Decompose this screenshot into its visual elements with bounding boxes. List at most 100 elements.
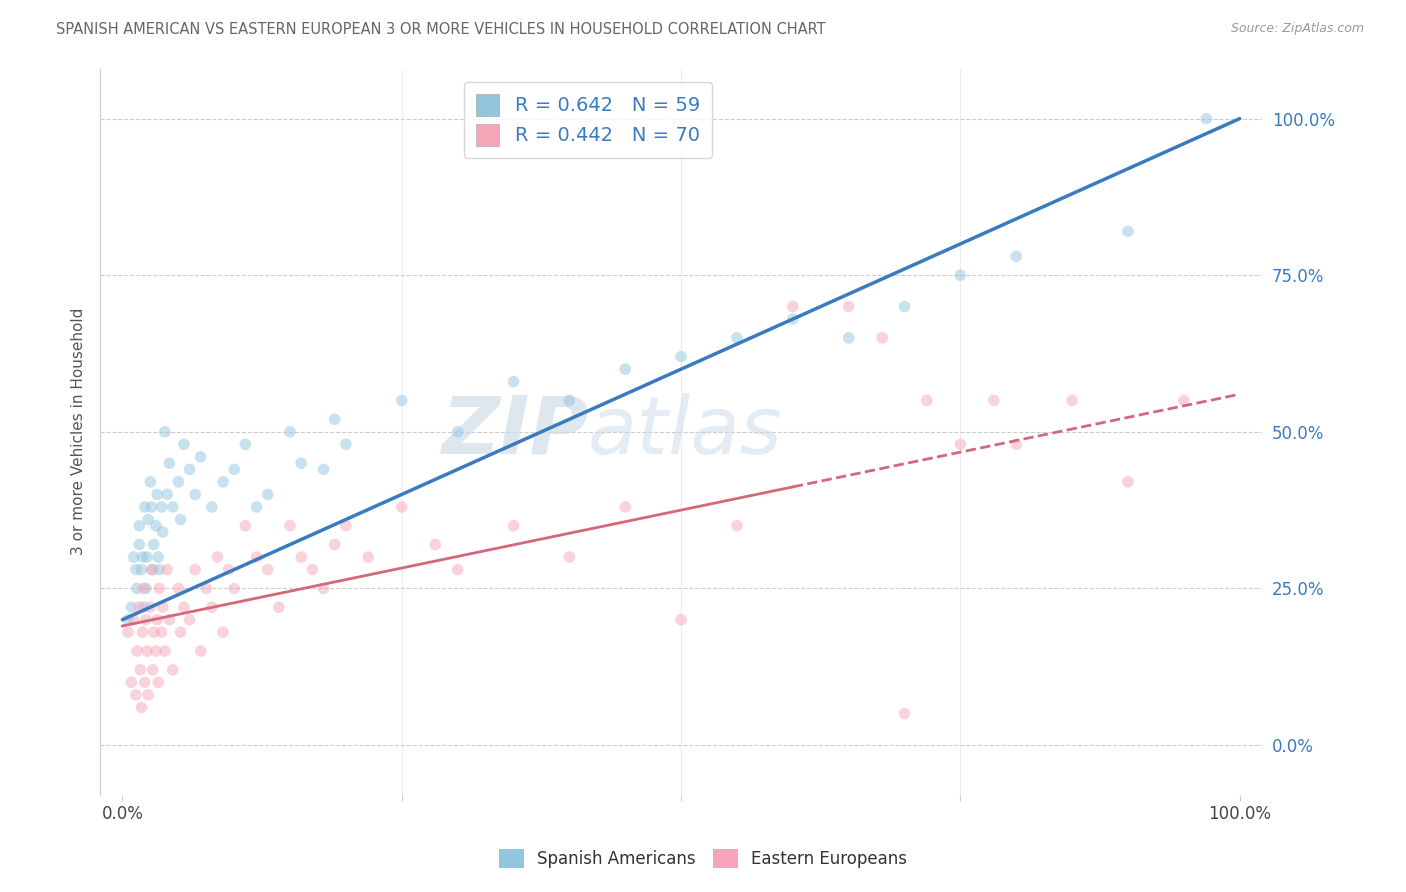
Point: [614, 500, 637, 514]
Point: [218, 563, 240, 577]
Point: [128, 537, 150, 551]
Legend: Spanish Americans, Eastern Europeans: Spanish Americans, Eastern Europeans: [492, 842, 914, 875]
Point: [117, 625, 139, 640]
Point: [949, 268, 972, 283]
Point: [167, 475, 190, 489]
Point: [125, 582, 148, 596]
Point: [167, 582, 190, 596]
Point: [838, 300, 860, 314]
Point: [128, 518, 150, 533]
Point: [235, 518, 257, 533]
Point: [256, 563, 278, 577]
Point: [1062, 393, 1084, 408]
Point: [146, 487, 169, 501]
Point: [128, 600, 150, 615]
Point: [446, 563, 468, 577]
Point: [915, 393, 938, 408]
Point: [125, 688, 148, 702]
Point: [122, 550, 145, 565]
Point: [290, 456, 312, 470]
Point: [224, 582, 246, 596]
Point: [157, 613, 180, 627]
Point: [139, 600, 162, 615]
Point: [136, 550, 159, 565]
Point: [173, 437, 195, 451]
Point: [725, 518, 748, 533]
Point: [131, 700, 153, 714]
Point: [502, 518, 524, 533]
Point: [558, 550, 581, 565]
Point: [212, 625, 235, 640]
Point: [391, 500, 413, 514]
Point: [782, 300, 804, 314]
Text: atlas: atlas: [588, 392, 783, 471]
Point: [669, 613, 692, 627]
Point: [267, 600, 290, 615]
Point: [301, 563, 323, 577]
Point: [131, 625, 153, 640]
Point: [245, 550, 267, 565]
Point: [148, 582, 170, 596]
Point: [120, 675, 142, 690]
Point: [131, 550, 153, 565]
Point: [357, 550, 380, 565]
Point: [169, 625, 191, 640]
Text: ZIP: ZIP: [440, 392, 588, 471]
Point: [190, 644, 212, 658]
Point: [1195, 112, 1218, 126]
Point: [153, 644, 176, 658]
Point: [141, 500, 163, 514]
Point: [184, 563, 207, 577]
Point: [142, 663, 165, 677]
Point: [148, 550, 170, 565]
Point: [135, 613, 157, 627]
Point: [129, 663, 152, 677]
Point: [136, 512, 159, 526]
Point: [125, 644, 148, 658]
Point: [1005, 249, 1028, 263]
Point: [179, 613, 201, 627]
Point: [184, 487, 207, 501]
Point: [312, 582, 335, 596]
Legend: R = 0.642   N = 59, R = 0.442   N = 70: R = 0.642 N = 59, R = 0.442 N = 70: [464, 82, 711, 158]
Point: [245, 500, 267, 514]
Point: [323, 537, 346, 551]
Point: [134, 675, 156, 690]
Point: [162, 663, 184, 677]
Point: [146, 613, 169, 627]
Point: [150, 500, 173, 514]
Text: SPANISH AMERICAN VS EASTERN EUROPEAN 3 OR MORE VEHICLES IN HOUSEHOLD CORRELATION: SPANISH AMERICAN VS EASTERN EUROPEAN 3 O…: [56, 22, 825, 37]
Point: [207, 550, 229, 565]
Point: [335, 518, 357, 533]
Point: [152, 524, 174, 539]
Point: [156, 563, 179, 577]
Point: [290, 550, 312, 565]
Point: [148, 675, 170, 690]
Point: [1173, 393, 1195, 408]
Point: [136, 644, 159, 658]
Text: Source: ZipAtlas.com: Source: ZipAtlas.com: [1230, 22, 1364, 36]
Point: [870, 331, 893, 345]
Point: [983, 393, 1005, 408]
Point: [131, 563, 153, 577]
Point: [136, 688, 159, 702]
Point: [201, 600, 224, 615]
Point: [224, 462, 246, 476]
Point: [132, 582, 155, 596]
Point: [142, 537, 165, 551]
Point: [201, 500, 224, 514]
Point: [120, 600, 142, 615]
Point: [949, 437, 972, 451]
Point: [212, 475, 235, 489]
Point: [614, 362, 637, 376]
Point: [169, 512, 191, 526]
Point: [162, 500, 184, 514]
Point: [152, 600, 174, 615]
Point: [135, 582, 157, 596]
Point: [142, 625, 165, 640]
Point: [893, 706, 915, 721]
Y-axis label: 3 or more Vehicles in Household: 3 or more Vehicles in Household: [72, 308, 86, 556]
Point: [256, 487, 278, 501]
Point: [179, 462, 201, 476]
Point: [312, 462, 335, 476]
